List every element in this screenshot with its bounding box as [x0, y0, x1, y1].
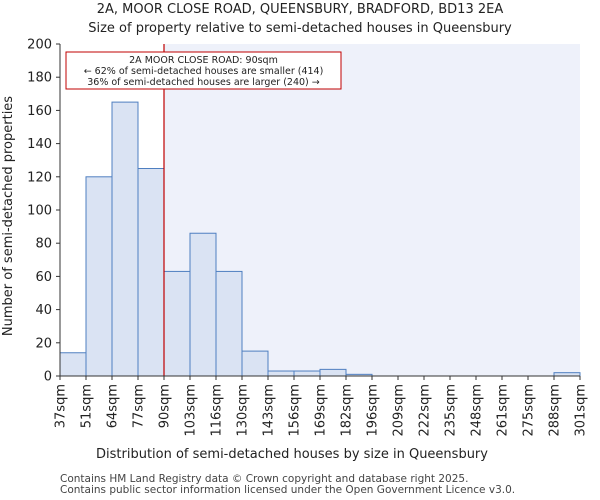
y-tick-label: 140: [27, 137, 52, 152]
y-tick-label: 40: [35, 303, 52, 318]
y-axis-label: Number of semi-detached properties: [1, 96, 16, 336]
x-axis-label: Distribution of semi-detached houses by …: [96, 447, 488, 462]
x-tick-label: 248sqm: [470, 384, 485, 437]
y-tick-label: 0: [44, 370, 52, 385]
bar: [163, 270, 191, 377]
y-tick-label: 160: [27, 104, 52, 119]
x-tick-label: 169sqm: [314, 384, 329, 437]
x-tick-label: 64sqm: [106, 384, 121, 428]
bar: [189, 232, 217, 377]
bar: [137, 168, 165, 377]
y-tick-label: 80: [35, 237, 52, 252]
bar: [85, 176, 113, 377]
bar: [319, 368, 347, 377]
plot-area: 0 20 40 60 80 100 120 140 160 180 200 37sqm 51sqm 64s…: [27, 38, 588, 437]
x-tick-label: 222sqm: [418, 384, 433, 437]
y-tick-label: 200: [27, 38, 52, 53]
x-tick-label: 116sqm: [210, 384, 225, 437]
annotation-line-3: 36% of semi-detached houses are larger (…: [87, 77, 320, 88]
annotation-line-2: ← 62% of semi-detached houses are smalle…: [84, 66, 324, 77]
x-tick-label: 77sqm: [132, 384, 147, 428]
bar: [267, 370, 295, 377]
x-tick-label: 196sqm: [366, 384, 381, 437]
y-tick-label: 120: [27, 170, 52, 185]
y-tick-label: 100: [27, 204, 52, 219]
x-tick-label: 288sqm: [548, 384, 563, 437]
bar: [215, 270, 243, 377]
annotation-box: [65, 51, 342, 90]
x-tick-label: 235sqm: [444, 384, 459, 437]
footer-line1: Contains HM Land Registry data © Crown c…: [60, 473, 469, 485]
bar: [59, 352, 87, 377]
x-tick-label: 143sqm: [262, 384, 277, 437]
chart-title-line1: 2A, MOOR CLOSE ROAD, QUEENSBURY, BRADFOR…: [97, 2, 504, 17]
y-tick-label: 180: [27, 71, 52, 86]
x-tick-label: 156sqm: [288, 384, 303, 437]
x-tick-label: 182sqm: [340, 384, 355, 437]
x-tick-label: 37sqm: [54, 384, 69, 428]
x-tick-label: 261sqm: [496, 384, 511, 437]
annotation-line-1: 2A MOOR CLOSE ROAD: 90sqm: [129, 55, 278, 66]
bar: [111, 101, 139, 377]
x-tick-label: 51sqm: [80, 384, 95, 428]
x-tick-label: 301sqm: [574, 384, 589, 437]
footer-line2: Contains public sector information licen…: [60, 484, 516, 496]
bar: [293, 370, 321, 377]
x-tick-label: 103sqm: [184, 384, 199, 437]
y-tick-label: 20: [35, 336, 52, 351]
y-tick-label: 60: [35, 270, 52, 285]
x-tick-label: 275sqm: [522, 384, 537, 437]
chart-title-line2: Size of property relative to semi-detach…: [88, 21, 512, 36]
x-tick-label: 90sqm: [158, 384, 173, 428]
x-tick-label: 130sqm: [236, 384, 251, 437]
bar: [241, 350, 269, 377]
x-tick-label: 209sqm: [392, 384, 407, 437]
